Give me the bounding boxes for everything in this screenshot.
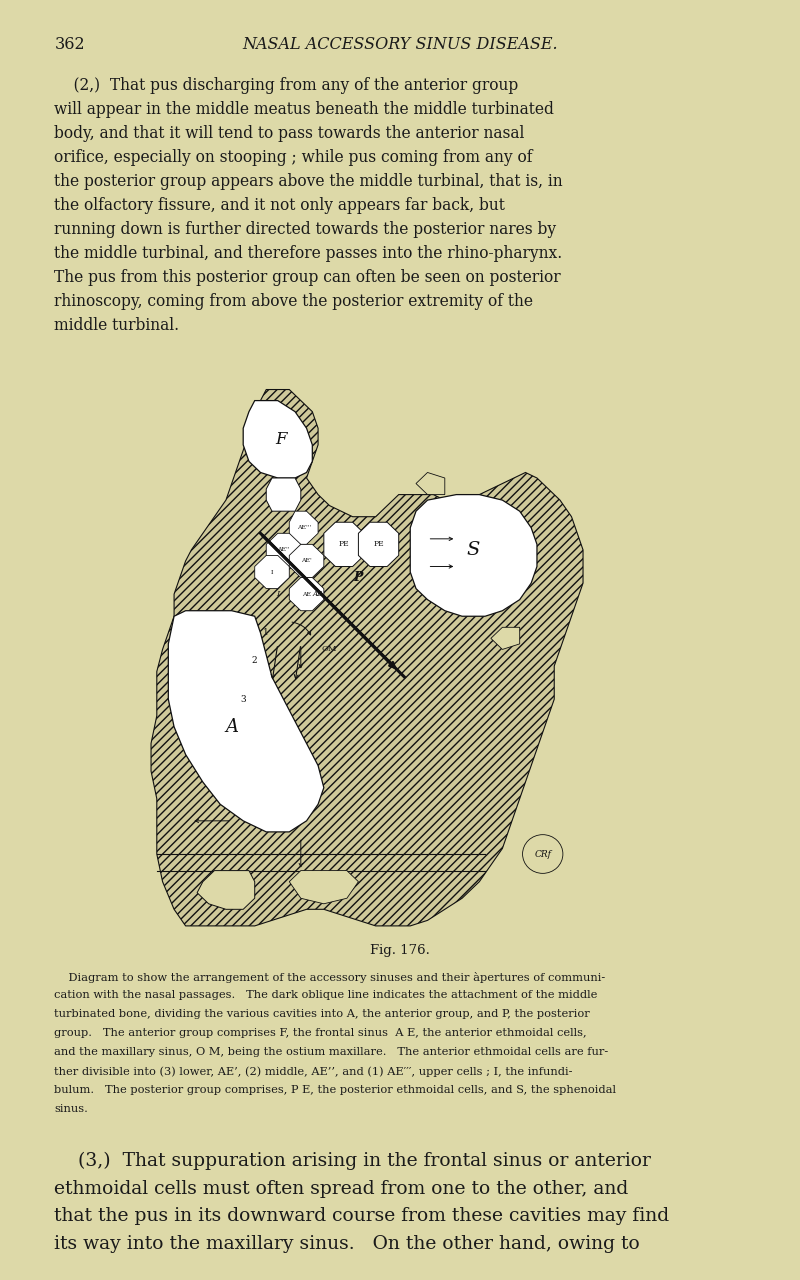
Polygon shape (243, 401, 312, 477)
Polygon shape (358, 522, 398, 567)
Text: (2,)  That pus discharging from any of the anterior group: (2,) That pus discharging from any of th… (54, 77, 518, 93)
Polygon shape (290, 511, 318, 544)
Text: Fig. 176.: Fig. 176. (370, 945, 430, 957)
Text: Diagram to show the arrangement of the accessory sinuses and their àpertures of : Diagram to show the arrangement of the a… (54, 972, 606, 983)
Text: ther divisible into (3) lower, AE’, (2) middle, AE’’, and (1) AE′′′, upper cells: ther divisible into (3) lower, AE’, (2) … (54, 1066, 573, 1076)
Text: I: I (270, 570, 274, 575)
Text: F: F (275, 431, 286, 448)
Text: the middle turbinal, and therefore passes into the rhino-pharynx.: the middle turbinal, and therefore passe… (54, 246, 562, 262)
Text: rhinoscopy, coming from above the posterior extremity of the: rhinoscopy, coming from above the poster… (54, 293, 534, 310)
Text: running down is further directed towards the posterior nares by: running down is further directed towards… (54, 221, 557, 238)
Text: 1: 1 (263, 628, 269, 637)
Polygon shape (491, 627, 520, 649)
Text: group.   The anterior group comprises F, the frontal sinus  A E, the anterior et: group. The anterior group comprises F, t… (54, 1028, 587, 1038)
Polygon shape (266, 477, 301, 511)
Text: (3,)  That suppuration arising in the frontal sinus or anterior: (3,) That suppuration arising in the fro… (54, 1152, 651, 1170)
Text: NASAL ACCESSORY SINUS DISEASE.: NASAL ACCESSORY SINUS DISEASE. (242, 36, 558, 52)
Text: its way into the maxillary sinus.   On the other hand, owing to: its way into the maxillary sinus. On the… (54, 1234, 640, 1253)
Text: AE': AE' (301, 558, 312, 563)
Polygon shape (290, 870, 358, 904)
Text: middle turbinal.: middle turbinal. (54, 317, 179, 334)
Text: PE: PE (374, 540, 384, 548)
Polygon shape (416, 472, 445, 494)
Polygon shape (324, 522, 364, 567)
Polygon shape (290, 544, 324, 577)
Text: CRf: CRf (534, 850, 551, 859)
Text: PE: PE (338, 540, 350, 548)
Text: AE: AE (313, 590, 323, 598)
Text: ethmoidal cells must often spread from one to the other, and: ethmoidal cells must often spread from o… (54, 1180, 629, 1198)
Text: cation with the nasal passages.   The dark oblique line indicates the attachment: cation with the nasal passages. The dark… (54, 991, 598, 1001)
Text: that the pus in its downward course from these cavities may find: that the pus in its downward course from… (54, 1207, 670, 1225)
Text: turbinated bone, dividing the various cavities into A, the anterior group, and P: turbinated bone, dividing the various ca… (54, 1010, 590, 1019)
Text: bulum.   The posterior group comprises, P E, the posterior ethmoidal cells, and : bulum. The posterior group comprises, P … (54, 1085, 616, 1096)
Polygon shape (254, 556, 290, 589)
Text: orifice, especially on stooping ; while pus coming from any of: orifice, especially on stooping ; while … (54, 148, 533, 166)
Text: the posterior group appears above the middle turbinal, that is, in: the posterior group appears above the mi… (54, 173, 563, 189)
Text: 2: 2 (252, 655, 258, 666)
Text: AE''': AE''' (297, 525, 311, 530)
Text: 362: 362 (54, 36, 85, 52)
Polygon shape (290, 577, 324, 611)
Text: A: A (225, 718, 238, 736)
Text: S: S (467, 541, 480, 559)
Polygon shape (168, 611, 324, 832)
Text: AE: AE (302, 591, 311, 596)
Text: body, and that it will tend to pass towards the anterior nasal: body, and that it will tend to pass towa… (54, 125, 525, 142)
Text: I: I (276, 590, 279, 598)
Polygon shape (151, 389, 583, 925)
Text: The pus from this posterior group can often be seen on posterior: The pus from this posterior group can of… (54, 269, 561, 287)
Text: AE'': AE'' (278, 548, 290, 553)
Text: and the maxillary sinus, O M, being the ostium maxillare.   The anterior ethmoid: and the maxillary sinus, O M, being the … (54, 1047, 609, 1057)
Text: P: P (354, 571, 363, 584)
Text: will appear in the middle meatus beneath the middle turbinated: will appear in the middle meatus beneath… (54, 101, 554, 118)
Text: sinus.: sinus. (54, 1105, 88, 1114)
Polygon shape (197, 870, 254, 909)
Text: 3: 3 (240, 695, 246, 704)
Text: the olfactory fissure, and it not only appears far back, but: the olfactory fissure, and it not only a… (54, 197, 506, 214)
Text: OM: OM (322, 645, 338, 653)
Polygon shape (410, 494, 537, 616)
Polygon shape (266, 534, 301, 567)
